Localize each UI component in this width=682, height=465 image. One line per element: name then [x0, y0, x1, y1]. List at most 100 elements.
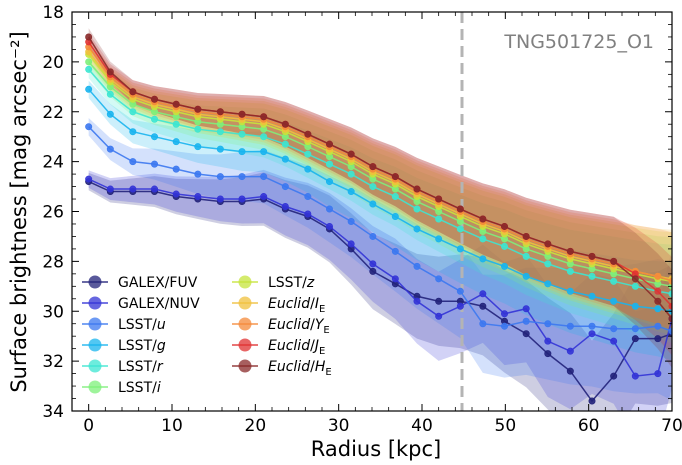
point-galex-fuv — [610, 372, 618, 380]
point-galex-nuv — [129, 185, 137, 193]
point-lsst-g — [391, 212, 399, 220]
line-euclid-ye — [88, 46, 672, 283]
point-lsst-g — [479, 255, 487, 263]
point-lsst-u — [369, 232, 377, 240]
legend-marker-lsst-r — [88, 359, 102, 373]
point-lsst-g — [631, 302, 639, 310]
point-euclid-he — [369, 163, 377, 171]
line-lsst-i — [88, 61, 672, 288]
point-lsst-g — [304, 165, 312, 173]
point-lsst-g — [456, 245, 464, 253]
point-lsst-g — [566, 287, 574, 295]
point-lsst-u — [216, 173, 224, 181]
point-euclid-he — [654, 297, 662, 305]
point-galex-nuv — [654, 370, 662, 378]
point-euclid-he — [391, 173, 399, 181]
point-lsst-r — [479, 235, 487, 243]
point-lsst-r — [238, 130, 246, 138]
uncertainty-bands — [88, 28, 672, 411]
point-lsst-u — [151, 160, 159, 168]
point-euclid-he — [106, 68, 114, 76]
legend-marker-euclid-ye — [238, 317, 252, 331]
point-lsst-r — [151, 115, 159, 123]
legend-label-lsst-r: LSST/r — [118, 359, 164, 375]
point-galex-nuv — [281, 203, 289, 211]
band-lsst-u — [88, 117, 672, 401]
point-lsst-r — [260, 133, 268, 141]
legend-label-euclid-ie: Euclid/IE — [268, 296, 325, 315]
point-euclid-he — [500, 222, 508, 230]
point-euclid-he — [456, 205, 464, 213]
point-galex-nuv — [172, 190, 180, 198]
point-lsst-u — [129, 158, 137, 166]
point-lsst-u — [456, 287, 464, 295]
point-galex-fuv — [435, 297, 443, 305]
point-lsst-r — [500, 242, 508, 250]
point-lsst-g — [85, 85, 93, 93]
point-lsst-g — [369, 200, 377, 208]
legend-label-galex-fuv: GALEX/FUV — [118, 275, 198, 291]
point-euclid-he — [304, 130, 312, 138]
y-tick-label: 20 — [42, 53, 64, 73]
point-lsst-g — [435, 235, 443, 243]
point-lsst-r — [631, 282, 639, 290]
point-lsst-g — [238, 148, 246, 156]
point-galex-fuv — [588, 397, 596, 405]
point-lsst-r — [391, 193, 399, 201]
series-lines — [85, 33, 672, 405]
point-lsst-g — [172, 138, 180, 146]
legend-label-lsst-g: LSST/g — [118, 338, 166, 354]
point-galex-fuv — [369, 267, 377, 275]
point-lsst-g — [544, 280, 552, 288]
point-lsst-r — [522, 252, 530, 260]
point-euclid-he — [85, 33, 93, 41]
point-lsst-u — [106, 145, 114, 153]
point-lsst-g — [413, 225, 421, 233]
point-lsst-r — [435, 215, 443, 223]
line-euclid-ie — [88, 51, 672, 280]
point-lsst-r — [85, 65, 93, 73]
point-lsst-u — [413, 262, 421, 270]
x-tick-label: 30 — [328, 416, 350, 436]
point-lsst-r — [106, 90, 114, 98]
point-galex-nuv — [435, 312, 443, 320]
point-lsst-g — [347, 188, 355, 196]
point-lsst-u — [194, 170, 202, 178]
point-galex-nuv — [479, 290, 487, 298]
point-lsst-g — [610, 297, 618, 305]
point-lsst-g — [216, 145, 224, 153]
legend-label-galex-nuv: GALEX/NUV — [118, 296, 200, 312]
point-euclid-he — [435, 195, 443, 203]
point-euclid-he — [325, 140, 333, 148]
point-euclid-je — [654, 287, 662, 295]
point-galex-nuv — [304, 210, 312, 218]
line-galex-nuv — [88, 178, 672, 377]
point-euclid-he — [413, 185, 421, 193]
line-galex-fuv — [88, 180, 672, 403]
point-euclid-he — [479, 215, 487, 223]
point-lsst-u — [281, 183, 289, 191]
legend-label-lsst-z: LSST/z — [268, 275, 315, 291]
legend-label-lsst-i: LSST/i — [118, 380, 161, 396]
point-euclid-he — [544, 240, 552, 248]
legend-marker-lsst-i — [88, 380, 102, 394]
point-lsst-g — [106, 110, 114, 118]
band-galex-fuv — [88, 172, 672, 411]
point-euclid-he — [522, 232, 530, 240]
point-galex-nuv — [500, 310, 508, 318]
legend-marker-euclid-ie — [238, 296, 252, 310]
point-galex-nuv — [456, 302, 464, 310]
legend-marker-lsst-g — [88, 338, 102, 352]
point-lsst-r — [172, 120, 180, 128]
point-lsst-r — [216, 128, 224, 136]
x-tick-label: 0 — [83, 416, 94, 436]
x-tick-label: 20 — [245, 416, 267, 436]
point-lsst-u — [654, 322, 662, 330]
point-lsst-u — [260, 173, 268, 181]
point-lsst-r — [369, 183, 377, 191]
point-lsst-u — [172, 165, 180, 173]
point-lsst-g — [194, 143, 202, 151]
y-tick-label: 32 — [42, 352, 64, 372]
point-euclid-he — [151, 95, 159, 103]
legend: GALEX/FUV GALEX/NUV LSST/u LSST/g LSST/r LSST… — [82, 275, 332, 396]
